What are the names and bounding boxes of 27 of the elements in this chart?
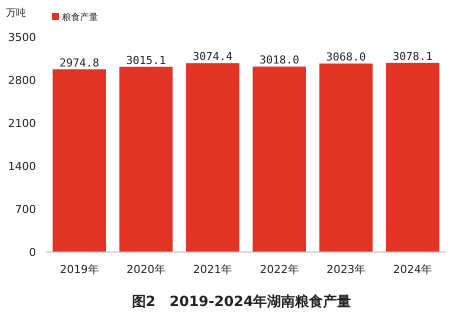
bar bbox=[252, 66, 306, 252]
bar bbox=[186, 63, 240, 252]
y-tick-label: 2800 bbox=[8, 74, 36, 87]
y-tick-label: 700 bbox=[15, 203, 36, 216]
data-label: 3068.0 bbox=[326, 50, 366, 64]
y-tick-label: 1400 bbox=[8, 160, 36, 173]
x-tick-label: 2022年 bbox=[260, 263, 299, 276]
data-label: 3078.1 bbox=[392, 50, 433, 63]
x-tick-label: 2023年 bbox=[326, 263, 366, 276]
legend-label: 粮食产量 bbox=[62, 12, 98, 23]
data-label: 2974.8 bbox=[59, 56, 100, 70]
y-axis-title: 万吨 bbox=[6, 7, 26, 19]
x-tick-label: 2024年 bbox=[393, 263, 432, 276]
bar bbox=[119, 66, 173, 252]
y-tick-label: 2100 bbox=[8, 117, 36, 130]
x-tick-label: 2021年 bbox=[193, 263, 232, 276]
x-tick-label: 2019年 bbox=[60, 263, 99, 276]
data-label: 3018.0 bbox=[259, 54, 300, 67]
x-tick-label: 2020年 bbox=[126, 263, 166, 276]
data-label: 3074.4 bbox=[192, 50, 233, 64]
bar bbox=[52, 69, 106, 252]
data-label: 3015.1 bbox=[126, 54, 166, 67]
y-tick-label: 3500 bbox=[8, 31, 36, 44]
y-tick-label: 0 bbox=[29, 246, 36, 259]
bar bbox=[319, 64, 373, 252]
bar bbox=[386, 62, 440, 252]
text: 图2 2019-2024年湖南粮食产量 bbox=[132, 293, 352, 310]
